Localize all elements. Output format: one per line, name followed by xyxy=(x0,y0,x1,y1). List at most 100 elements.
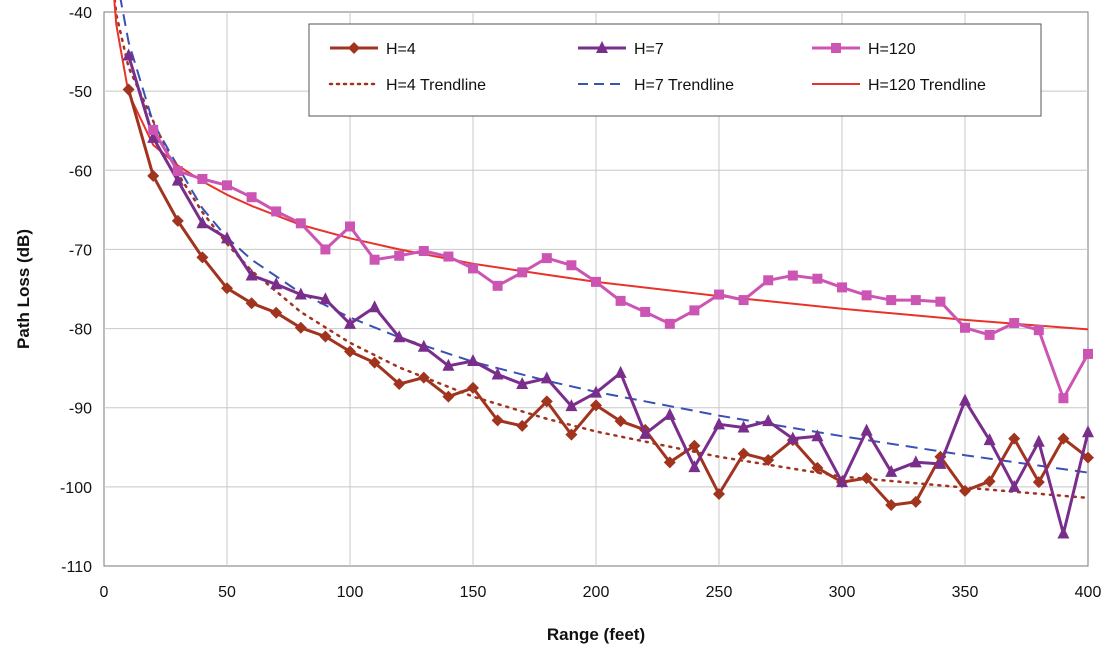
h-4-point xyxy=(1082,451,1094,464)
h-7-point xyxy=(417,339,430,352)
legend-label-h4: H=4 xyxy=(386,41,416,58)
x-tick-label: 50 xyxy=(218,584,236,601)
h-4-point xyxy=(393,377,406,390)
h-7-point xyxy=(836,475,848,488)
h-4-point xyxy=(1032,476,1045,489)
h-4-point xyxy=(737,447,750,460)
h-7-point xyxy=(442,358,455,371)
h-120-point xyxy=(984,329,995,340)
h-120-point xyxy=(418,246,429,257)
h-120-point xyxy=(394,250,405,261)
y-tick-label: -80 xyxy=(69,322,92,339)
legend-label-h4-trendline: H=4 Trendline xyxy=(386,77,486,94)
h-7-point xyxy=(688,460,701,473)
h-4-point xyxy=(491,414,504,427)
h-4-point xyxy=(614,415,627,428)
h-7-point xyxy=(959,393,971,406)
h-7-point xyxy=(393,330,406,343)
h-120-point xyxy=(763,275,774,286)
h-4-point xyxy=(762,453,775,466)
h-7-point xyxy=(934,456,947,469)
h-120-point xyxy=(1033,325,1044,336)
x-tick-label: 0 xyxy=(100,584,109,601)
h-120-point xyxy=(517,267,528,278)
x-tick-label: 400 xyxy=(1075,584,1102,601)
h-7-point xyxy=(909,455,922,468)
h-120-point xyxy=(320,244,331,255)
h-7-point xyxy=(491,367,504,380)
h-120-point xyxy=(468,263,478,274)
h-4-point xyxy=(909,495,922,508)
y-axis-title: Path Loss (dB) xyxy=(14,229,33,349)
h-120-point xyxy=(615,295,626,306)
h-7-point xyxy=(614,365,627,378)
h-7-point xyxy=(270,277,283,290)
h-120-point xyxy=(787,270,798,281)
h-120-point xyxy=(1009,318,1020,329)
h-120-point xyxy=(1083,348,1093,359)
h-120-point xyxy=(345,221,355,232)
x-tick-label: 150 xyxy=(460,584,487,601)
series-group xyxy=(122,48,1094,539)
h-7-point xyxy=(1008,479,1021,492)
h-120-point xyxy=(591,276,601,287)
h-7-point xyxy=(737,420,750,433)
h-4-point xyxy=(860,472,873,485)
legend-entry-h4: H=4 xyxy=(330,41,416,58)
legend-marker-h7 xyxy=(596,41,608,53)
h-7-point xyxy=(368,300,381,313)
h-4-point xyxy=(467,381,479,394)
y-tick-label: -50 xyxy=(69,84,92,101)
h-7-point xyxy=(516,376,529,389)
h-4-point xyxy=(1057,432,1070,445)
h-120-point xyxy=(271,206,282,217)
h-120-point xyxy=(714,289,724,300)
h-4-point xyxy=(171,214,184,227)
y-tick-label: -110 xyxy=(61,559,92,576)
legend-entry-h120: H=120 xyxy=(812,41,916,58)
h-120-point xyxy=(172,166,183,177)
h-7-point xyxy=(1057,526,1070,539)
h-7-point xyxy=(639,426,652,439)
h-120-point xyxy=(1058,393,1069,404)
y-tick-label: -100 xyxy=(60,480,92,497)
h-4-point xyxy=(540,395,553,408)
h-7-point xyxy=(885,464,898,477)
legend-label-h120: H=120 xyxy=(868,41,916,58)
h-4-point xyxy=(147,169,160,182)
h-4-point xyxy=(221,282,233,295)
h-7-series xyxy=(122,48,1094,539)
h-7-point xyxy=(762,414,775,427)
h-7-point xyxy=(565,399,578,412)
h-7-point xyxy=(467,354,479,367)
h-7-point xyxy=(1032,434,1045,447)
h-7-trendline-line xyxy=(119,0,1089,474)
legend: H=4 H=7 H=120 H=4 Trendline H=7 Trendlin… xyxy=(308,23,1042,117)
h-7-point xyxy=(663,407,676,420)
h-4-point xyxy=(565,428,578,441)
h-4-series xyxy=(122,83,1094,512)
y-tick-label: -60 xyxy=(69,163,92,180)
h-7-point xyxy=(860,423,873,436)
h-7-point xyxy=(540,371,553,384)
h-7-point xyxy=(245,268,258,281)
h-4-point xyxy=(442,390,455,403)
h-7-point xyxy=(983,433,996,446)
h-4-point xyxy=(368,356,381,369)
legend-entry-h7: H=7 xyxy=(578,41,664,58)
h-4-line xyxy=(127,89,1089,507)
h-7-point xyxy=(344,316,356,329)
h-4-point xyxy=(688,439,701,452)
y-tick-label: -70 xyxy=(69,242,92,259)
h-120-point xyxy=(935,296,946,307)
x-tick-label: 200 xyxy=(583,584,610,601)
legend-entry-h7-trendline: H=7 Trendline xyxy=(578,77,734,94)
h-120-point xyxy=(837,282,847,293)
legend-label-h7: H=7 xyxy=(634,41,664,58)
h-4-point xyxy=(294,321,307,334)
h-7-point xyxy=(319,292,332,305)
h-7-point xyxy=(590,385,602,398)
h-120-point xyxy=(910,295,921,306)
h-120-point xyxy=(197,173,208,184)
